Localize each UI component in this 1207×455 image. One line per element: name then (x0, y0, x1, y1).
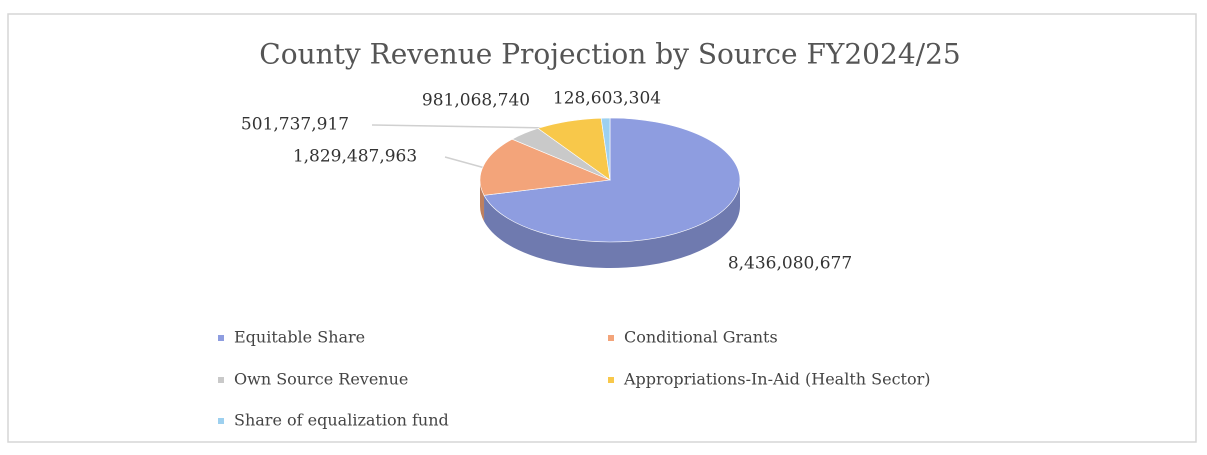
data-label: 501,737,917 (241, 115, 349, 135)
legend-label: Share of equalization fund (234, 411, 449, 430)
chart-title: County Revenue Projection by Source FY20… (259, 38, 960, 71)
pie-slice (600, 117, 611, 181)
pie-side (484, 180, 740, 268)
legend-label: Conditional Grants (624, 328, 778, 347)
leader-line (444, 156, 486, 169)
data-label: 8,436,080,677 (728, 254, 852, 274)
pie-slice (479, 138, 612, 196)
legend-label: Equitable Share (234, 328, 365, 347)
legend-swatch (608, 377, 614, 383)
data-label: 981,068,740 (422, 91, 530, 111)
legend-swatch (608, 335, 614, 341)
pie-slice (483, 117, 741, 243)
legend-swatch (218, 418, 224, 424)
data-label: 128,603,304 (553, 89, 661, 109)
pie-side (480, 180, 485, 222)
data-label: 1,829,487,963 (293, 147, 417, 167)
legend-swatch (218, 335, 224, 341)
legend-label: Own Source Revenue (234, 370, 408, 389)
leader-line (371, 124, 551, 129)
legend-label: Appropriations-In-Aid (Health Sector) (623, 370, 930, 389)
legend-swatch (218, 377, 224, 383)
